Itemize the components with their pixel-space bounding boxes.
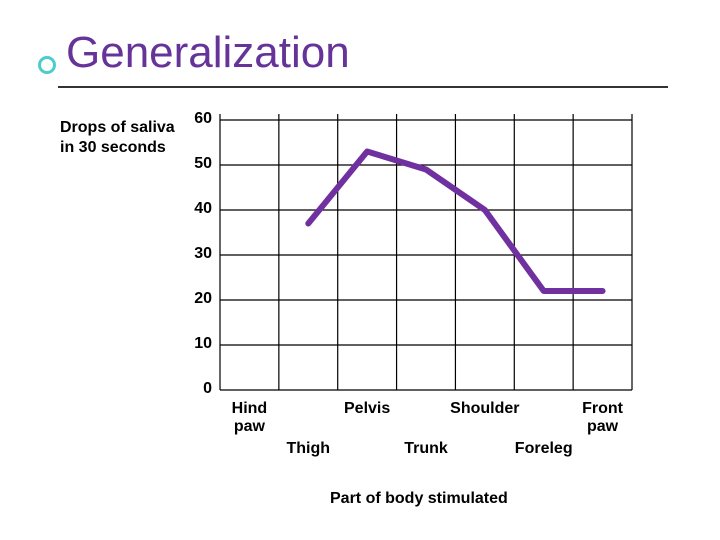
- x-label-trunk: Trunk: [386, 440, 466, 458]
- y-tick-60: 60: [172, 110, 212, 128]
- x-label-hind-paw: Hindpaw: [209, 400, 289, 436]
- page-title: Generalization: [66, 28, 350, 78]
- x-axis-title: Part of body stimulated: [330, 490, 508, 508]
- y-axis-label-line1: Drops of saliva: [60, 119, 175, 136]
- x-label-thigh: Thigh: [268, 440, 348, 458]
- title-underline: [58, 86, 668, 88]
- x-label-foreleg: Foreleg: [504, 440, 584, 458]
- x-label-pelvis: Pelvis: [327, 400, 407, 418]
- y-tick-0: 0: [172, 380, 212, 398]
- y-tick-20: 20: [172, 290, 212, 308]
- chart-plot: [210, 110, 642, 400]
- y-tick-40: 40: [172, 200, 212, 218]
- y-axis-label-line2: in 30 seconds: [60, 139, 166, 156]
- y-tick-10: 10: [172, 335, 212, 353]
- x-label-shoulder: Shoulder: [445, 400, 525, 418]
- x-label-front-paw: Frontpaw: [563, 400, 643, 436]
- y-tick-50: 50: [172, 155, 212, 173]
- y-axis-label: Drops of saliva in 30 seconds: [60, 118, 175, 158]
- y-tick-30: 30: [172, 245, 212, 263]
- title-bullet: [38, 56, 56, 74]
